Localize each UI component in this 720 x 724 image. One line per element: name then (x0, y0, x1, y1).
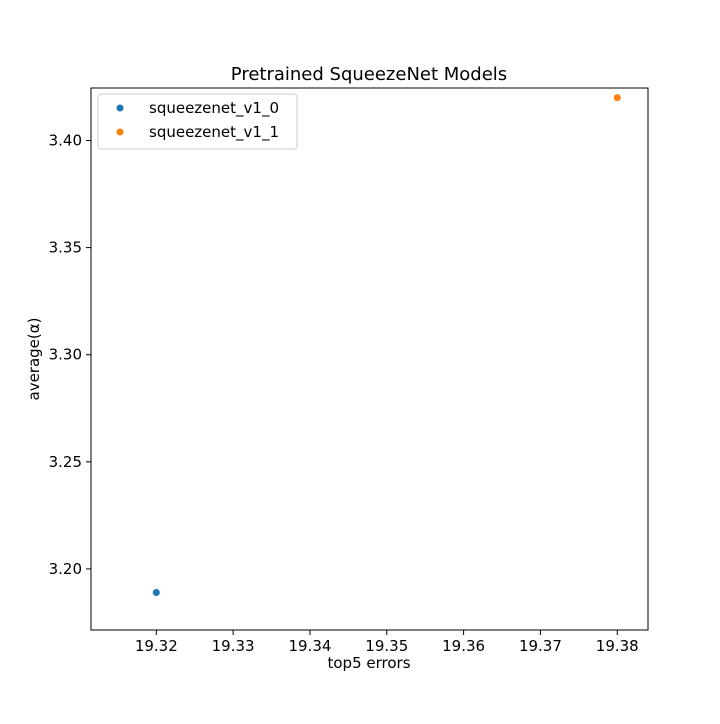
y-axis-title: average(α) (25, 318, 43, 401)
y-tick-label: 3.40 (49, 131, 82, 149)
y-tick-label: 3.25 (49, 453, 82, 471)
y-tick-label: 3.20 (49, 560, 82, 578)
legend: squeezenet_v1_0 squeezenet_v1_1 (97, 93, 298, 150)
x-tick-label: 19.38 (596, 637, 639, 655)
y-tick-label: 3.30 (49, 346, 82, 364)
x-tick-label: 19.37 (519, 637, 562, 655)
data-point-squeezenet-v1-0 (152, 589, 160, 597)
y-axis: 3.20 3.25 3.30 3.35 3.40 (49, 131, 91, 578)
chart-title: Pretrained SqueezeNet Models (231, 64, 507, 85)
y-tick-label: 3.35 (49, 239, 82, 257)
legend-marker (116, 128, 124, 136)
x-tick-label: 19.32 (135, 637, 178, 655)
legend-marker (116, 104, 124, 112)
legend-label: squeezenet_v1_1 (149, 123, 279, 142)
data-points (152, 94, 621, 597)
x-axis: 19.32 19.33 19.34 19.35 19.36 19.37 19.38 (135, 630, 639, 655)
x-tick-label: 19.36 (442, 637, 485, 655)
plot-area (90, 87, 649, 631)
legend-box (97, 93, 298, 150)
x-tick-label: 19.35 (365, 637, 408, 655)
x-tick-label: 19.34 (288, 637, 331, 655)
legend-label: squeezenet_v1_0 (149, 99, 279, 118)
x-tick-label: 19.33 (212, 637, 255, 655)
data-point-squeezenet-v1-1 (613, 94, 621, 102)
x-axis-title: top5 errors (327, 654, 410, 672)
